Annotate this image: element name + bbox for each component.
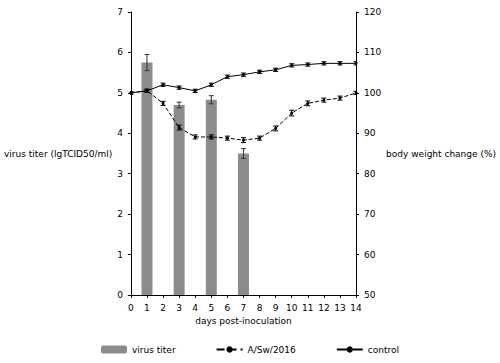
svg-text:1: 1 [144,303,150,313]
svg-text:2: 2 [160,303,166,313]
svg-text:0: 0 [128,303,134,313]
svg-text:13: 13 [334,303,345,313]
svg-text:2: 2 [117,209,123,219]
svg-text:11: 11 [302,303,313,313]
svg-text:90: 90 [364,128,376,138]
svg-text:4: 4 [117,128,123,138]
svg-text:7: 7 [117,7,123,17]
svg-text:14: 14 [350,303,362,313]
svg-text:5: 5 [208,303,214,313]
svg-text:70: 70 [364,209,376,219]
svg-text:50: 50 [364,290,376,300]
svg-text:60: 60 [364,250,376,260]
svg-text:6: 6 [117,47,123,57]
svg-text:3: 3 [117,169,123,179]
svg-text:7: 7 [241,303,247,313]
svg-text:12: 12 [318,303,329,313]
svg-text:A/Sw/2016: A/Sw/2016 [248,345,296,355]
svg-text:110: 110 [364,47,381,57]
svg-text:body weight change (%): body weight change (%) [386,149,496,159]
svg-text:5: 5 [117,88,123,98]
svg-text:4: 4 [192,303,198,313]
svg-text:virus titer: virus titer [132,345,176,355]
svg-text:100: 100 [364,88,381,98]
svg-text:0: 0 [117,290,123,300]
svg-text:120: 120 [364,7,381,17]
svg-text:3: 3 [176,303,182,313]
svg-text:10: 10 [286,303,298,313]
svg-text:8: 8 [257,303,263,313]
svg-text:1: 1 [117,250,123,260]
svg-text:control: control [368,345,399,355]
svg-text:days post-inoculation: days post-inoculation [195,316,291,326]
svg-text:6: 6 [225,303,231,313]
svg-text:80: 80 [364,169,376,179]
svg-text:9: 9 [273,303,279,313]
svg-text:virus titer (lgTCID50/ml): virus titer (lgTCID50/ml) [4,149,112,159]
